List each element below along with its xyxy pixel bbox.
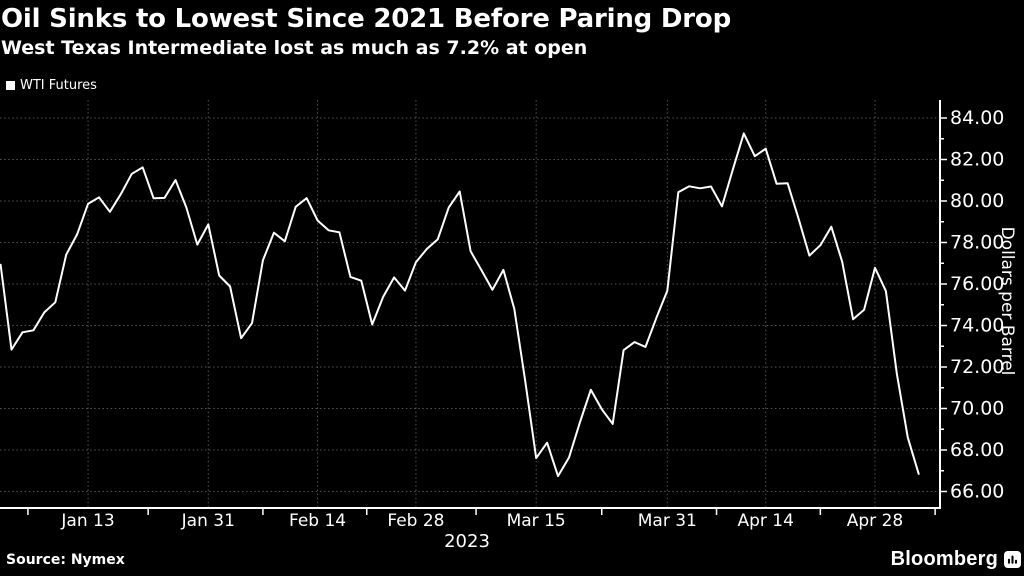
x-tick-label: Jan 13 xyxy=(60,511,114,531)
x-tick-label: Mar 31 xyxy=(638,511,697,531)
chart-subtitle: West Texas Intermediate lost as much as … xyxy=(1,37,588,59)
y-tick-label: 66.00 xyxy=(950,481,1004,503)
legend-swatch-icon xyxy=(6,81,15,90)
chart-title: Oil Sinks to Lowest Since 2021 Before Pa… xyxy=(1,4,732,34)
x-axis-year-label: 2023 xyxy=(444,531,490,552)
bloomberg-wordmark: Bloomberg xyxy=(890,548,998,570)
y-tick-label: 70.00 xyxy=(950,398,1004,420)
legend-label: WTI Futures xyxy=(20,78,97,93)
y-tick-label: 74.00 xyxy=(950,315,1004,337)
wti-price-line xyxy=(0,132,920,478)
x-tick-label: Apr 14 xyxy=(737,511,793,531)
bloomberg-logo: Bloomberg xyxy=(891,548,1021,571)
x-tick-label: Feb 28 xyxy=(387,511,444,531)
source-note: Source: Nymex xyxy=(6,552,125,568)
y-axis-title: Dollars per Barrel xyxy=(997,227,1017,376)
x-tick-label: Jan 31 xyxy=(181,511,235,531)
x-tick-label: Mar 15 xyxy=(507,511,566,531)
y-tick-label: 80.00 xyxy=(950,190,1004,212)
legend: WTI Futures xyxy=(6,78,97,93)
bloomberg-bars-icon xyxy=(1004,551,1021,568)
y-tick-label: 84.00 xyxy=(950,107,1004,129)
y-tick-label: 78.00 xyxy=(950,232,1004,254)
y-tick-label: 82.00 xyxy=(950,149,1004,171)
y-tick-label: 68.00 xyxy=(950,439,1004,461)
y-tick-label: 72.00 xyxy=(950,356,1004,378)
x-tick-label: Feb 14 xyxy=(289,511,346,531)
x-tick-label: Apr 28 xyxy=(847,511,903,531)
y-tick-label: 76.00 xyxy=(950,273,1004,295)
